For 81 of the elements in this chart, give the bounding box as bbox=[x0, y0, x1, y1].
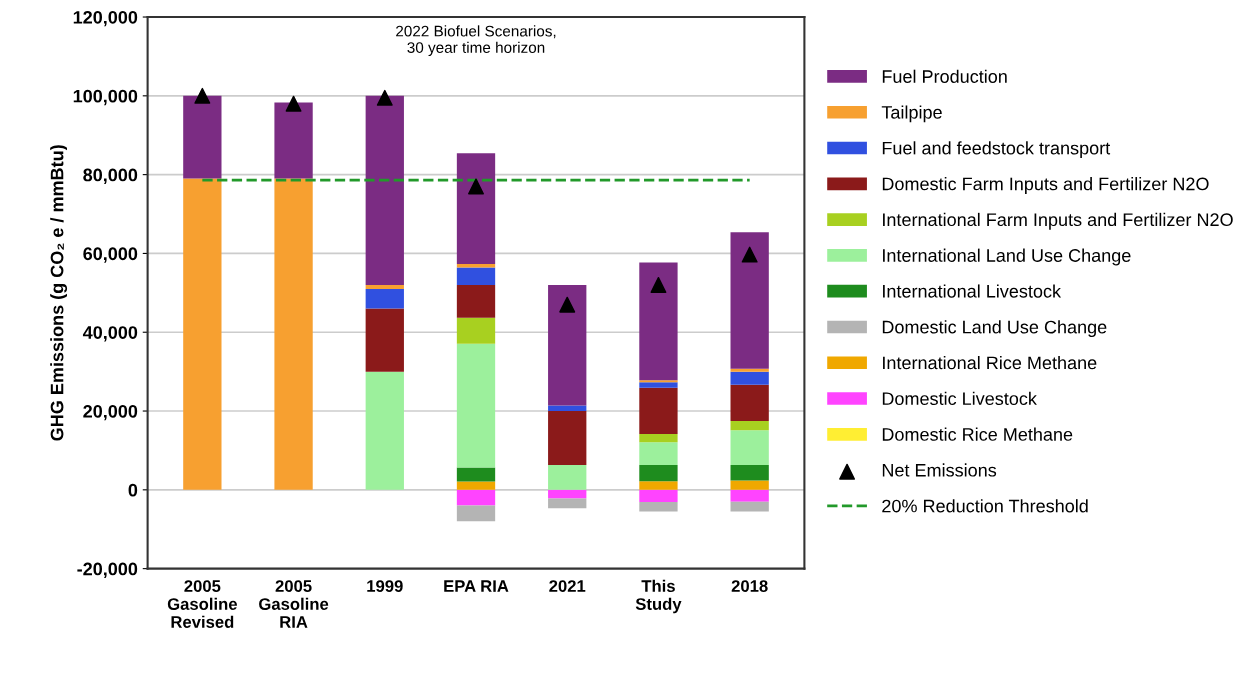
legend-label: International Farm Inputs and Fertilizer N2O bbox=[883, 212, 1233, 230]
bar bbox=[365, 95, 404, 285]
bar bbox=[730, 368, 769, 372]
legend-label: 20% Reduction Threshold bbox=[882, 499, 1088, 513]
legend-label: Tailpipe bbox=[881, 105, 942, 123]
y-tick-label: 40,000 bbox=[82, 326, 138, 342]
bar bbox=[730, 501, 769, 512]
bar bbox=[456, 284, 496, 318]
legend-label: Fuel Production bbox=[882, 69, 1007, 83]
bar bbox=[456, 153, 496, 265]
bar bbox=[639, 442, 678, 466]
bar bbox=[548, 498, 587, 509]
bar bbox=[548, 489, 587, 499]
legend-label: Domestic Land Use Change bbox=[882, 320, 1107, 338]
bar bbox=[456, 317, 496, 344]
bar bbox=[456, 264, 496, 268]
bar bbox=[183, 178, 222, 490]
y-tick-label: 120,000 bbox=[73, 10, 138, 27]
legend-label: International Livestock bbox=[883, 284, 1062, 298]
x-tick-label: 1999 bbox=[367, 580, 403, 592]
legend-label: Domestic Farm Inputs and Fertilizer N2O bbox=[882, 177, 1209, 194]
bar bbox=[456, 467, 496, 482]
bar bbox=[456, 343, 496, 468]
bar bbox=[639, 382, 678, 388]
legend-label: International Rice Methane bbox=[883, 355, 1097, 370]
bar bbox=[548, 465, 587, 490]
bar bbox=[730, 384, 769, 421]
point bbox=[285, 95, 302, 112]
bar bbox=[730, 480, 769, 490]
point bbox=[741, 246, 758, 263]
y-tick-label: 20,000 bbox=[83, 404, 138, 421]
y-tick-label: -20,000 bbox=[77, 562, 138, 578]
legend-label: Domestic Livestock bbox=[882, 391, 1037, 406]
point bbox=[376, 89, 393, 106]
legend-label: Fuel and feedstock transport bbox=[882, 141, 1111, 159]
bar bbox=[730, 489, 769, 502]
bar bbox=[730, 465, 769, 481]
legend-label: Net Emissions bbox=[882, 463, 997, 477]
bar bbox=[183, 95, 222, 179]
bar bbox=[730, 430, 769, 466]
y-tick-label: 0 bbox=[128, 483, 138, 497]
x-tick-label: 2005 Gasoline Revised bbox=[167, 580, 237, 628]
x-tick-label: This Study bbox=[635, 579, 682, 614]
bar bbox=[639, 465, 678, 482]
point bbox=[559, 296, 576, 313]
bar bbox=[365, 308, 404, 372]
bar bbox=[365, 288, 404, 309]
bar bbox=[730, 232, 769, 369]
legend-label: Domestic Rice Methane bbox=[882, 427, 1073, 441]
bar bbox=[639, 387, 678, 434]
bar bbox=[548, 411, 587, 466]
annotation: 2022 Biofuel Scenarios, 30 year time horizon bbox=[396, 25, 556, 56]
bar bbox=[456, 505, 496, 522]
bar bbox=[639, 481, 678, 490]
bar bbox=[274, 102, 313, 179]
y-tick-label: 100,000 bbox=[73, 89, 138, 106]
y-axis-title: GHG Emissions (g CO₂ e / mmBtu) bbox=[50, 145, 68, 441]
bar bbox=[548, 405, 587, 412]
bar bbox=[365, 284, 404, 289]
bar bbox=[639, 262, 678, 381]
point bbox=[650, 276, 667, 293]
bar bbox=[456, 481, 496, 490]
bar bbox=[639, 502, 678, 512]
point bbox=[194, 87, 211, 104]
y-tick-label: 60,000 bbox=[83, 247, 138, 263]
y-tick-label: 80,000 bbox=[83, 168, 138, 184]
bar bbox=[730, 371, 769, 385]
bar bbox=[274, 178, 313, 490]
x-tick-label: 2018 bbox=[731, 580, 768, 592]
bar bbox=[456, 267, 496, 285]
bar bbox=[730, 420, 769, 431]
bar bbox=[365, 371, 404, 490]
bar bbox=[548, 284, 587, 406]
bar bbox=[639, 489, 678, 503]
x-tick-label: 2021 bbox=[549, 580, 586, 592]
legend-label: International Land Use Change bbox=[883, 248, 1131, 266]
x-tick-label: EPA RIA bbox=[444, 580, 509, 592]
bar bbox=[456, 489, 496, 506]
bar bbox=[639, 433, 678, 443]
point bbox=[468, 178, 484, 195]
x-tick-label: 2005 Gasoline RIA bbox=[259, 580, 329, 628]
